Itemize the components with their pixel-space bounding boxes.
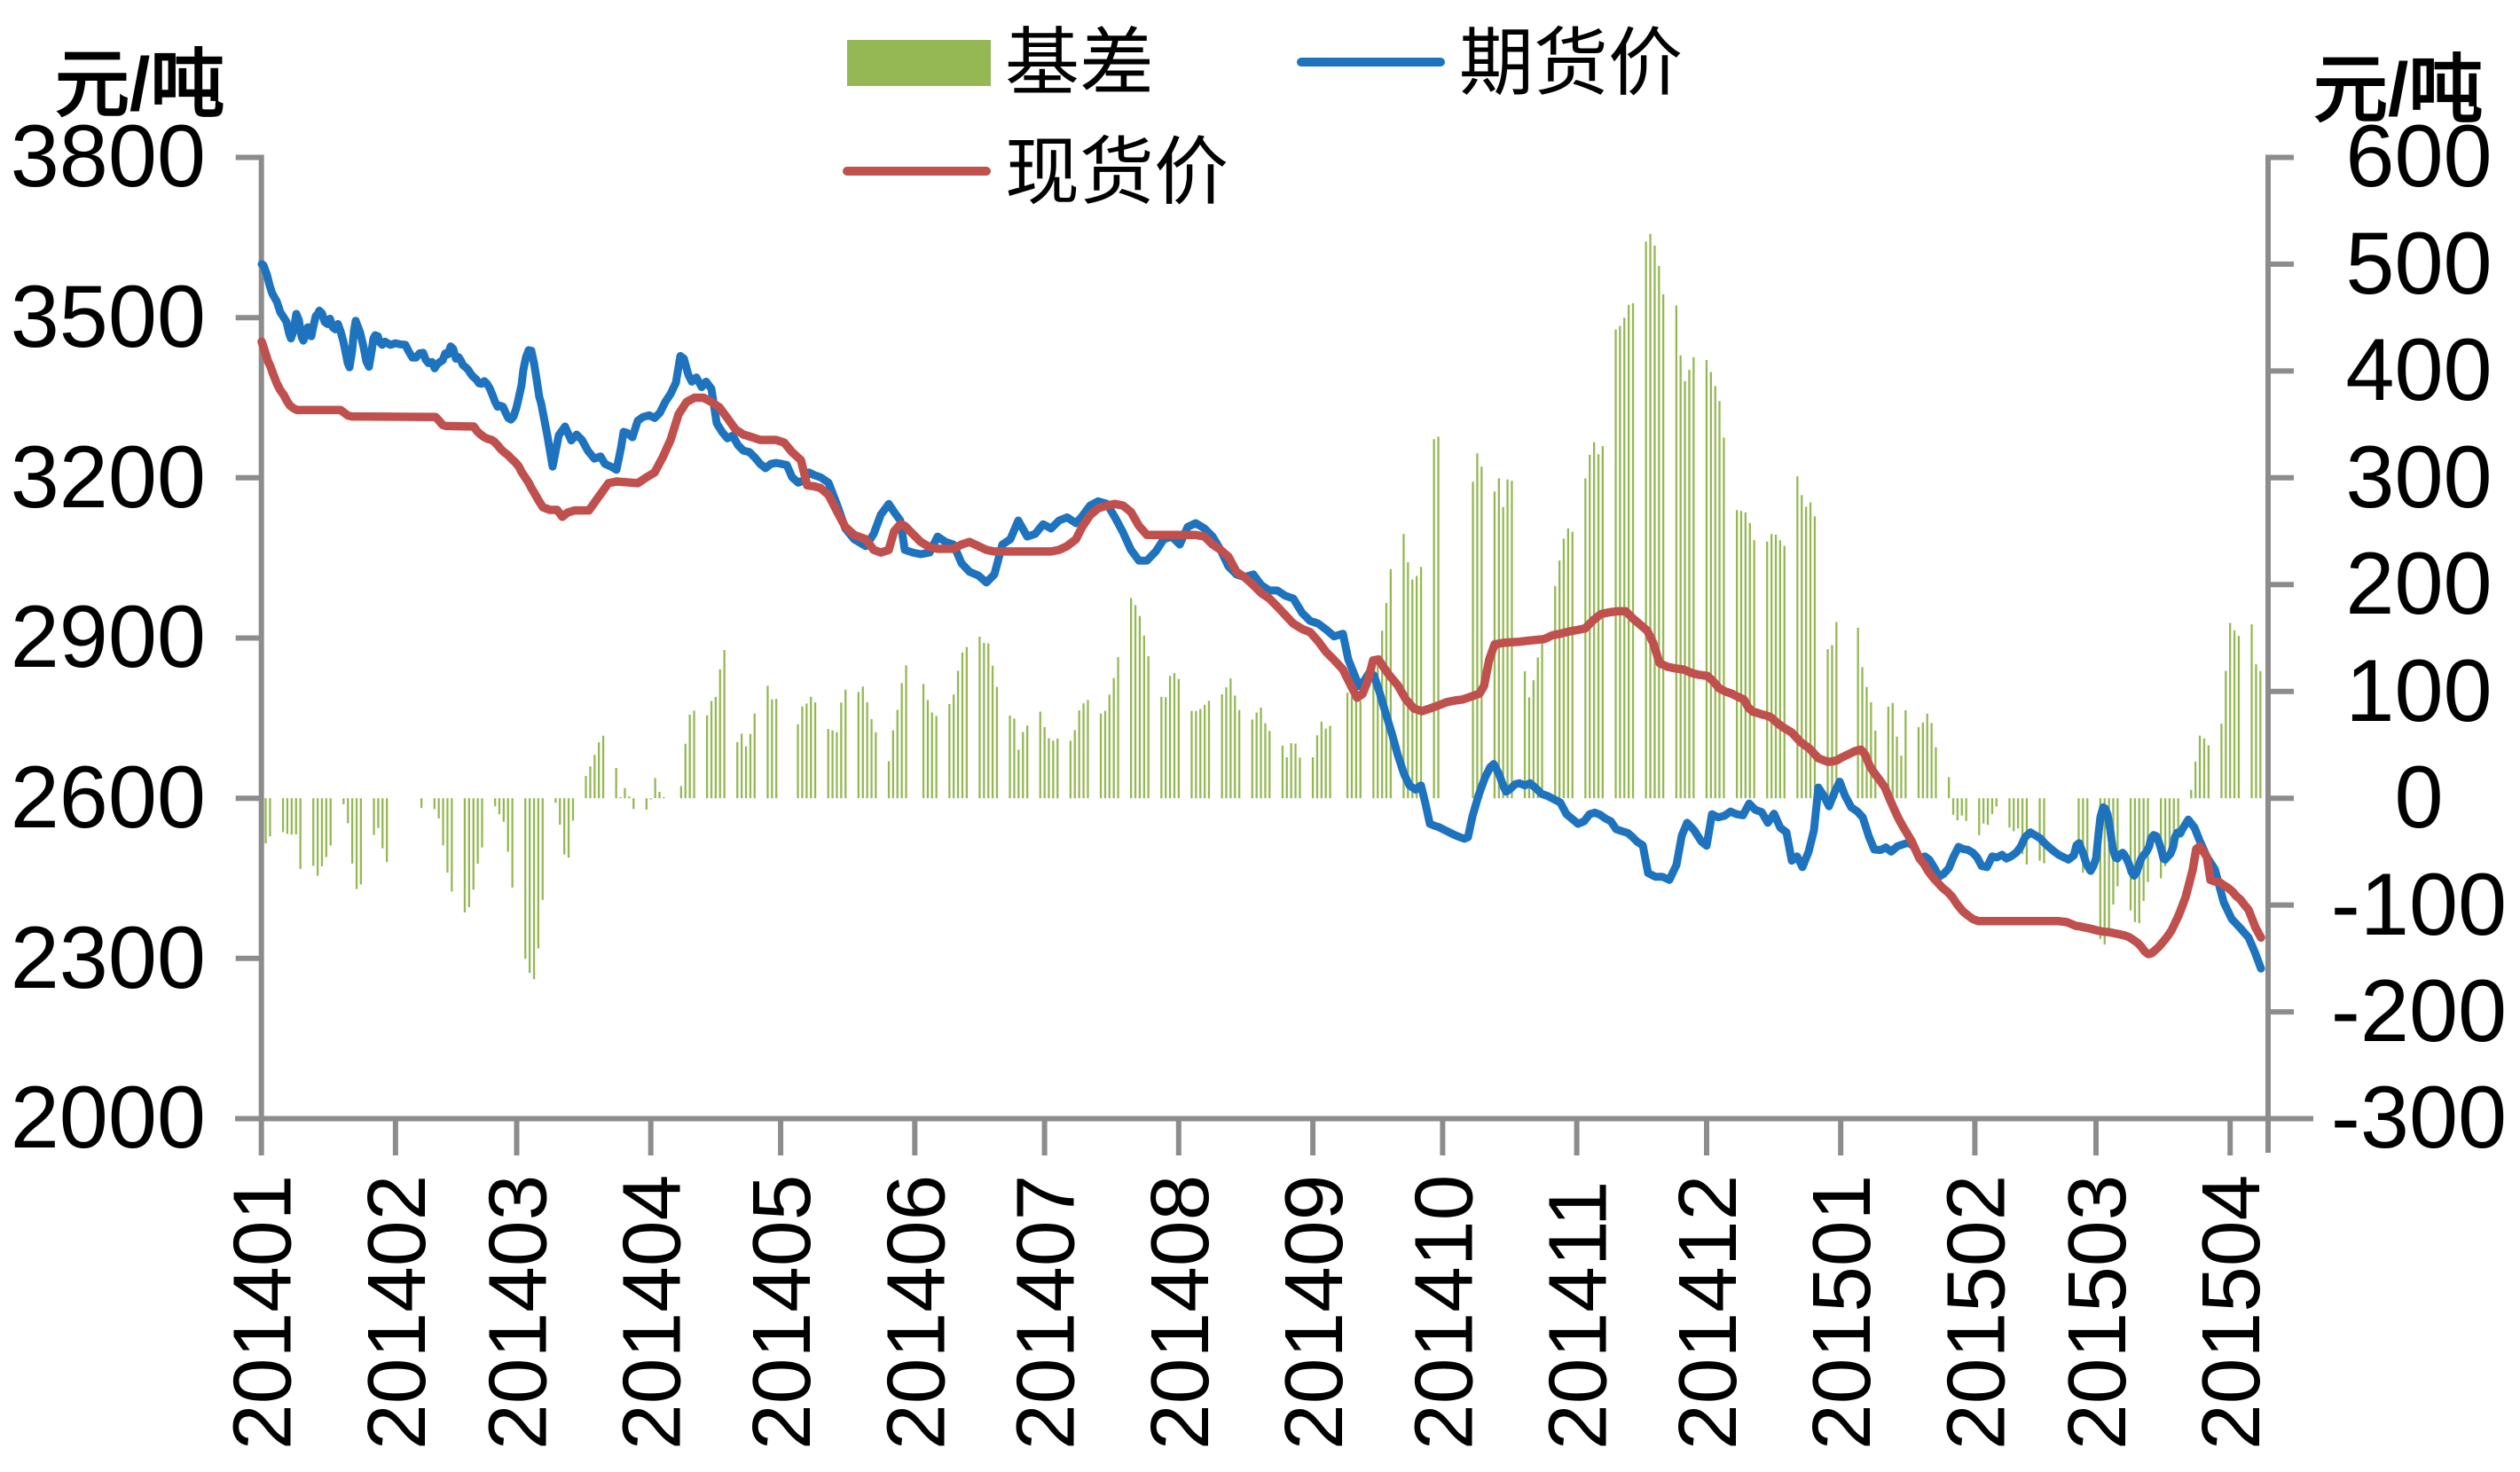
svg-text:100: 100 bbox=[2345, 641, 2492, 740]
svg-text:0: 0 bbox=[2394, 748, 2443, 846]
svg-text:基差: 基差 bbox=[1005, 21, 1154, 105]
svg-text:201407: 201407 bbox=[1000, 1175, 1092, 1450]
svg-text:201502: 201502 bbox=[1929, 1175, 2021, 1450]
svg-text:201410: 201410 bbox=[1397, 1175, 1489, 1450]
svg-text:-300: -300 bbox=[2331, 1068, 2507, 1166]
svg-text:201403: 201403 bbox=[472, 1175, 564, 1450]
svg-text:2000: 2000 bbox=[11, 1068, 206, 1166]
svg-text:201411: 201411 bbox=[1532, 1181, 1624, 1450]
svg-text:2600: 2600 bbox=[11, 748, 206, 846]
svg-text:3800: 3800 bbox=[11, 106, 206, 205]
svg-text:201405: 201405 bbox=[735, 1175, 828, 1450]
svg-text:201503: 201503 bbox=[2051, 1175, 2143, 1450]
svg-text:元/吨: 元/吨 bbox=[55, 43, 224, 126]
svg-text:201406: 201406 bbox=[869, 1175, 962, 1450]
svg-text:3500: 3500 bbox=[11, 267, 206, 365]
svg-text:201408: 201408 bbox=[1134, 1175, 1226, 1450]
svg-text:201404: 201404 bbox=[606, 1175, 698, 1450]
svg-text:-200: -200 bbox=[2331, 961, 2507, 1060]
svg-text:600: 600 bbox=[2345, 106, 2492, 205]
svg-text:2900: 2900 bbox=[11, 587, 206, 685]
svg-text:201401: 201401 bbox=[216, 1175, 309, 1450]
svg-text:期货价: 期货价 bbox=[1459, 21, 1683, 105]
svg-text:-100: -100 bbox=[2331, 855, 2507, 953]
svg-text:3200: 3200 bbox=[11, 427, 206, 526]
svg-text:201412: 201412 bbox=[1661, 1175, 1754, 1450]
svg-text:现货价: 现货价 bbox=[1005, 130, 1229, 214]
svg-text:2300: 2300 bbox=[11, 908, 206, 1006]
svg-text:500: 500 bbox=[2345, 214, 2492, 312]
svg-text:201501: 201501 bbox=[1795, 1175, 1888, 1450]
svg-text:元/吨: 元/吨 bbox=[2313, 48, 2483, 131]
svg-text:201409: 201409 bbox=[1268, 1175, 1360, 1450]
svg-text:200: 200 bbox=[2345, 534, 2492, 632]
svg-text:201504: 201504 bbox=[2185, 1175, 2277, 1450]
svg-text:400: 400 bbox=[2345, 320, 2492, 419]
svg-text:201402: 201402 bbox=[350, 1175, 443, 1450]
svg-text:300: 300 bbox=[2345, 427, 2492, 526]
